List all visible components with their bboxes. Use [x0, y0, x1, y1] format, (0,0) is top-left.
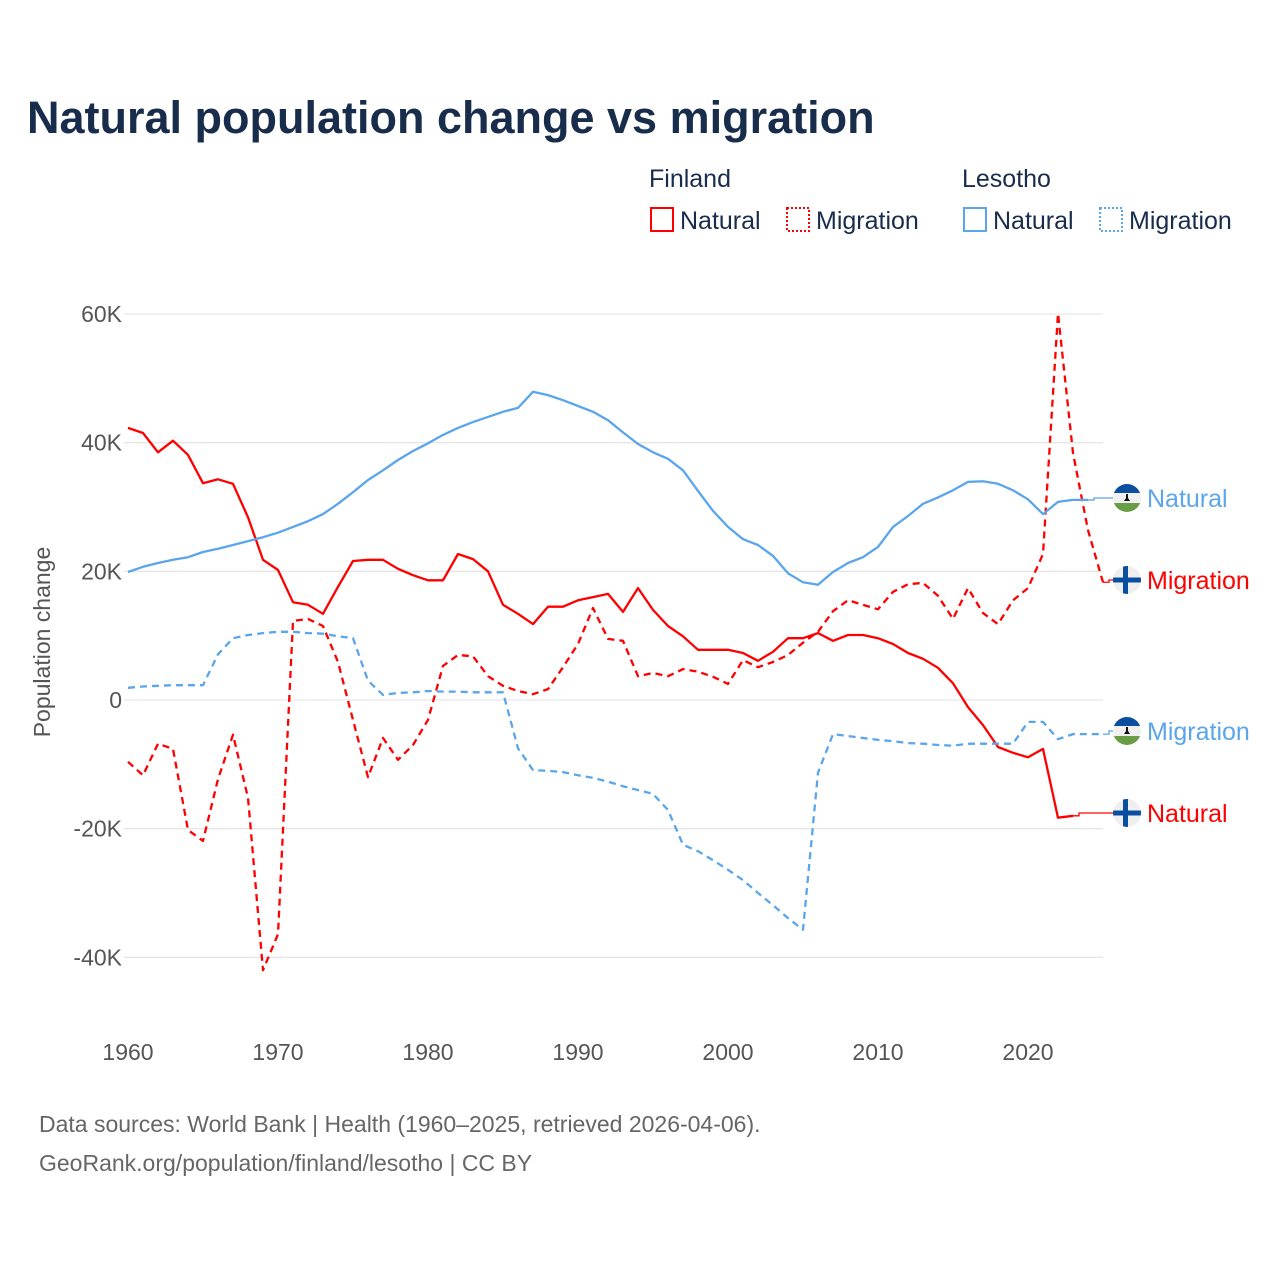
x-tick-label: 2020	[1002, 1039, 1053, 1065]
x-axis-ticks: 1960 1970 1980 1990 2000 2010 2020	[102, 1039, 1053, 1065]
end-label-finland-natural: Natural	[1147, 800, 1228, 828]
label-connector	[1103, 579, 1113, 583]
finland-flag-icon	[1113, 566, 1141, 594]
y-tick-label: -40K	[73, 944, 122, 970]
series-lines	[127, 312, 1113, 972]
legend-swatch-lesotho-natural	[963, 207, 987, 232]
series-line-lesotho-migration	[127, 630, 1103, 931]
y-axis-label: Population change	[29, 547, 55, 738]
legend-swatch-finland-migration	[786, 207, 810, 232]
legend-swatch-finland-natural	[650, 207, 674, 232]
legend-group-lesotho: Lesotho	[962, 165, 1051, 193]
x-tick-label: 1990	[552, 1039, 603, 1065]
end-label-lesotho-migration: Migration	[1147, 718, 1250, 746]
lesotho-flag-icon	[1113, 484, 1141, 512]
series-line-finland-migration	[127, 312, 1105, 972]
y-tick-label: 0	[109, 687, 122, 713]
series-line-lesotho-natural	[127, 390, 1088, 586]
legend: Finland Natural Migration Lesotho Natura…	[649, 165, 1232, 235]
y-axis-ticks: 60K 40K 20K 0 -20K -40K	[73, 301, 122, 970]
x-tick-label: 1980	[402, 1039, 453, 1065]
y-tick-label: 40K	[81, 430, 123, 456]
finland-flag-icon	[1113, 799, 1141, 827]
legend-label-finland-natural: Natural	[680, 207, 761, 235]
x-tick-label: 1960	[102, 1039, 153, 1065]
chart-title: Natural population change vs migration	[27, 92, 875, 143]
legend-label-lesotho-migration: Migration	[1129, 207, 1232, 235]
label-connector	[1088, 497, 1113, 501]
legend-swatch-lesotho-migration	[1099, 207, 1123, 232]
y-tick-label: 20K	[81, 558, 123, 584]
y-tick-label: -20K	[73, 816, 122, 842]
series-line-finland-natural	[127, 426, 1074, 819]
label-connector	[1103, 730, 1113, 735]
end-labels: Natural Migration Natural Migration	[1113, 484, 1250, 828]
x-tick-label: 1970	[252, 1039, 303, 1065]
end-label-finland-migration: Migration	[1147, 567, 1250, 595]
lesotho-flag-icon	[1113, 717, 1141, 745]
end-label-lesotho-natural: Natural	[1147, 485, 1228, 513]
x-tick-label: 2010	[852, 1039, 903, 1065]
gridlines	[124, 313, 1103, 958]
footer-sources: Data sources: World Bank | Health (1960–…	[39, 1111, 761, 1137]
legend-group-finland: Finland	[649, 165, 731, 193]
legend-label-finland-migration: Migration	[816, 207, 919, 235]
y-tick-label: 60K	[81, 301, 123, 327]
x-tick-label: 2000	[702, 1039, 753, 1065]
label-connector	[1073, 812, 1113, 817]
footer-link[interactable]: GeoRank.org/population/finland/lesotho |…	[39, 1150, 532, 1176]
legend-label-lesotho-natural: Natural	[993, 207, 1074, 235]
